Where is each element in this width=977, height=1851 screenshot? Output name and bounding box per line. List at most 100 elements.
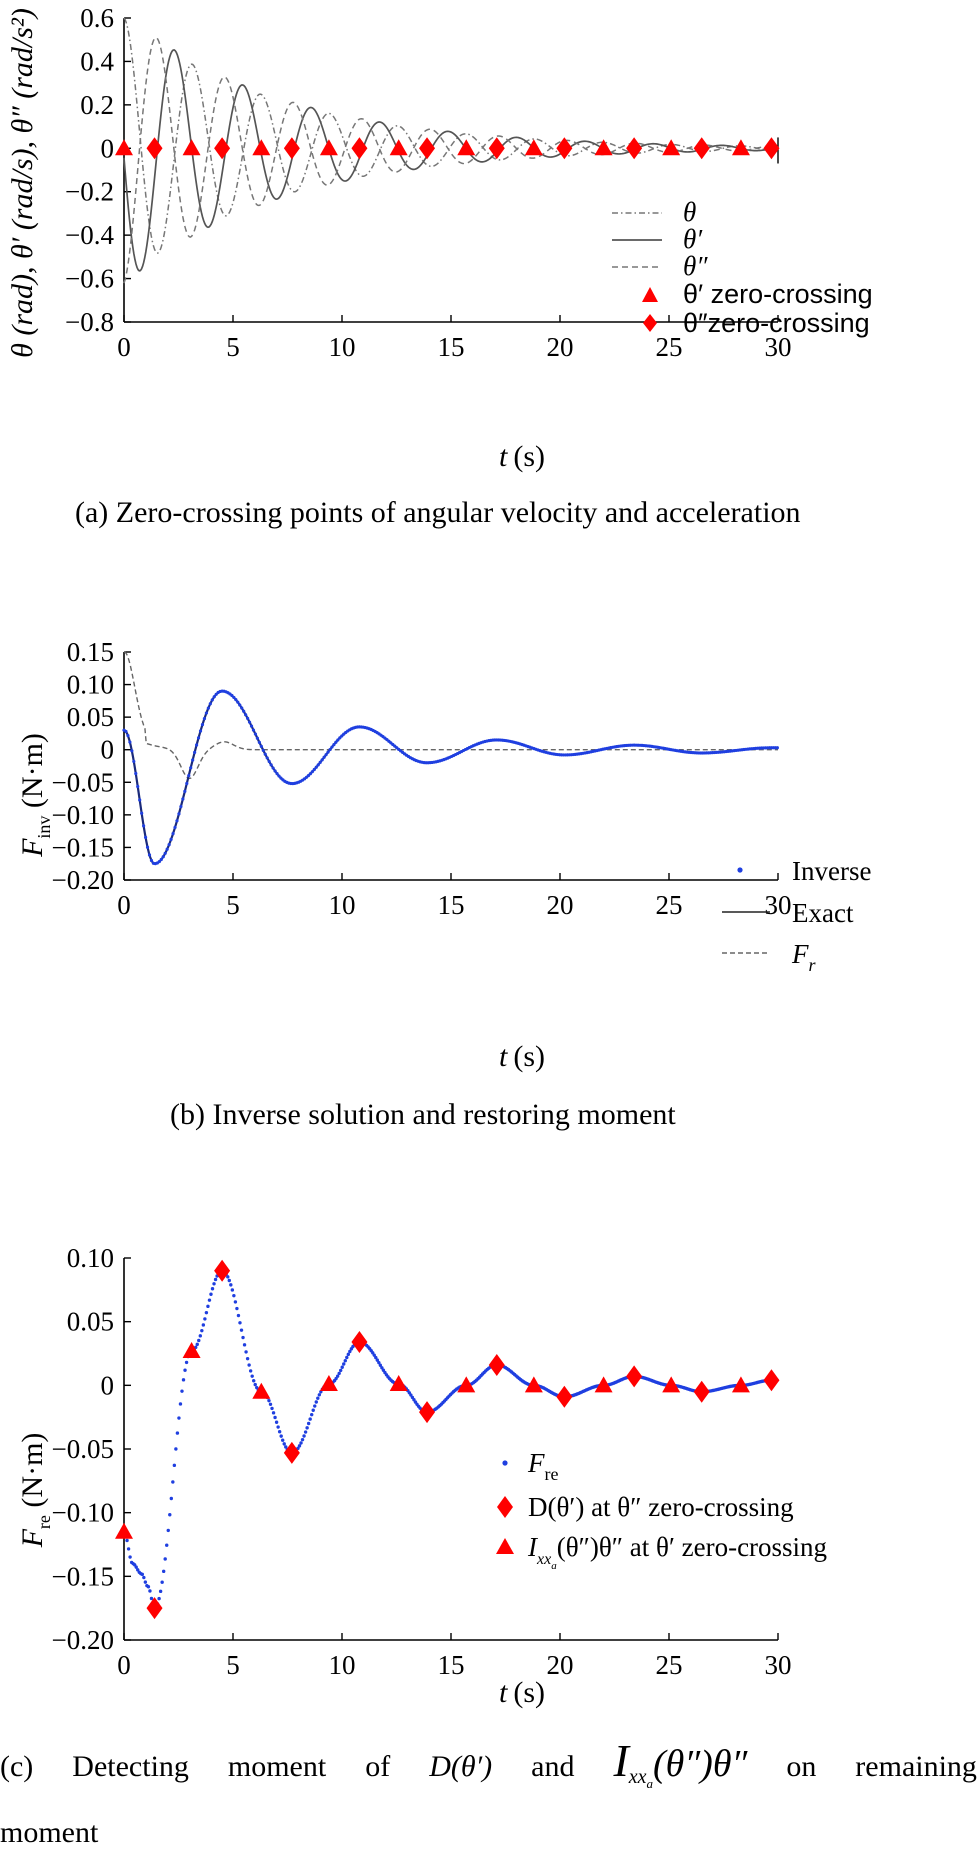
inertia-term-marker: [594, 1376, 613, 1393]
theta-dprime-zero-crossing-marker: [556, 137, 573, 160]
series-fre-point: [242, 1343, 247, 1347]
d-theta-prime-marker: [488, 1353, 505, 1376]
y-tick-label: 0: [101, 735, 115, 765]
series-inverse-point: [191, 758, 195, 762]
series-inverse-point: [136, 784, 140, 789]
legend-fr-label: Fr: [791, 939, 817, 975]
series-fre-point: [161, 1569, 166, 1574]
x-tick-label: 10: [329, 332, 356, 362]
theta-prime-zero-crossing-marker: [731, 139, 750, 156]
series-fre-point: [169, 1496, 174, 1501]
series-inverse-point: [320, 758, 324, 762]
series-inverse-point: [179, 804, 183, 809]
series-fre-point: [166, 1528, 170, 1533]
series-inverse-point: [142, 824, 146, 828]
caption-c: (c) Detecting moment of D(θ′) and Ixxa(θ…: [0, 1730, 977, 1851]
series-inverse-point: [232, 695, 236, 700]
series-fre-point: [203, 1317, 207, 1321]
caption-c-line1: (c) Detecting moment of D(θ′) and Ixxa(θ…: [0, 1730, 977, 1815]
series-fre-point: [209, 1292, 213, 1296]
caption-c-formula: Ixxa(θ″)θ″: [613, 1735, 748, 1791]
y-tick-label: −0.15: [52, 832, 114, 862]
series-fre-point: [378, 1363, 383, 1367]
series-fre-point: [297, 1444, 302, 1448]
chart-c-ticks: 0 5 10 15 20 25 30 −0.20 −0.15 −0.10 −0.05 0 0.05 0.1…: [52, 1243, 792, 1680]
series-inverse-point: [208, 702, 212, 706]
series-fre-point: [227, 1278, 231, 1283]
series-inverse-point: [318, 760, 322, 764]
series-fre-point: [177, 1416, 181, 1420]
series-inverse-point: [206, 706, 210, 710]
inertia-term-marker: [182, 1341, 201, 1358]
chart-a-markers: [115, 137, 780, 160]
series-fre-point: [195, 1342, 199, 1347]
legend-triangle-marker: [496, 1538, 514, 1554]
caption-c-w3: of: [365, 1750, 391, 1783]
series-fre-point: [277, 1430, 282, 1434]
series-fre-point: [306, 1421, 311, 1426]
series-fre-point: [207, 1298, 212, 1302]
series-fre-point: [302, 1434, 306, 1438]
series-inverse-point: [257, 740, 261, 744]
series-inverse-point: [169, 837, 173, 841]
series-inverse-point: [200, 722, 205, 727]
inertia-term-marker: [524, 1376, 543, 1393]
chart-b-series: [122, 651, 779, 866]
series-fre-point: [171, 1480, 175, 1484]
d-theta-prime-marker: [283, 1441, 300, 1464]
series-inverse-point: [244, 713, 248, 717]
series-inverse-point: [181, 797, 185, 801]
x-tick-label: 30: [765, 332, 792, 362]
series-inverse-point: [128, 740, 132, 744]
theta-prime-zero-crossing-marker: [389, 139, 408, 156]
series-inverse-point: [147, 853, 152, 857]
inertia-term-marker: [389, 1375, 408, 1392]
series-inverse-point: [165, 847, 169, 851]
series-inverse-point: [251, 728, 256, 732]
theta-prime-zero-crossing-marker: [182, 139, 201, 156]
series-fre-point: [271, 1411, 276, 1415]
x-tick-label: 25: [656, 890, 683, 920]
series-fre-point: [198, 1334, 202, 1338]
series-fre-point: [239, 1328, 244, 1332]
d-theta-prime-marker: [146, 1597, 163, 1620]
y-tick-label: 0.6: [80, 3, 114, 33]
y-tick-label: 0.05: [67, 702, 114, 732]
series-fre-point: [316, 1396, 320, 1400]
series-fre-point: [172, 1463, 177, 1468]
inertia-term-marker: [731, 1376, 750, 1393]
theta-dprime-zero-crossing-marker: [351, 137, 368, 160]
series-fre-point: [300, 1437, 305, 1442]
series-inverse-point: [247, 720, 252, 724]
y-tick-label: 0: [101, 133, 115, 163]
series-fre-point: [136, 1568, 140, 1572]
chart-c-markers: [115, 1259, 780, 1620]
theta-dprime-zero-crossing-marker: [763, 137, 780, 160]
series-inverse-point: [328, 747, 332, 752]
series-fre-point: [338, 1368, 343, 1373]
series-fre-point: [267, 1398, 271, 1403]
x-tick-label: 5: [226, 332, 240, 362]
series-inverse-point: [308, 772, 312, 776]
series-fre-point: [334, 1376, 338, 1381]
x-tick-label: 15: [438, 890, 465, 920]
legend-i-label: Ixxa(θ″)θ″ at θ′ zero-crossing: [527, 1532, 827, 1572]
series-fre-point: [235, 1306, 239, 1311]
x-tick-label: 0: [117, 890, 131, 920]
series-fre-point: [165, 1543, 169, 1547]
legend-d-label: D(θ′) at θ″ zero-crossing: [528, 1492, 794, 1522]
series-fre-point: [142, 1575, 146, 1580]
series-inverse-point: [240, 706, 244, 710]
series-fre-point: [279, 1434, 283, 1438]
series-inverse-point: [163, 851, 167, 855]
series-fre-point: [276, 1425, 280, 1429]
chart-b-xlabel: t (s): [499, 1040, 545, 1073]
chart-a-xlabel: t (s): [499, 440, 545, 473]
series-inverse-point: [183, 789, 187, 793]
legend-diamond-marker: [497, 1496, 513, 1518]
series-inverse-point: [143, 835, 148, 839]
series-inverse-point: [316, 763, 320, 767]
series-inverse-point: [161, 855, 165, 859]
series-inverse-point: [145, 845, 150, 849]
series-inverse-point: [194, 743, 199, 747]
